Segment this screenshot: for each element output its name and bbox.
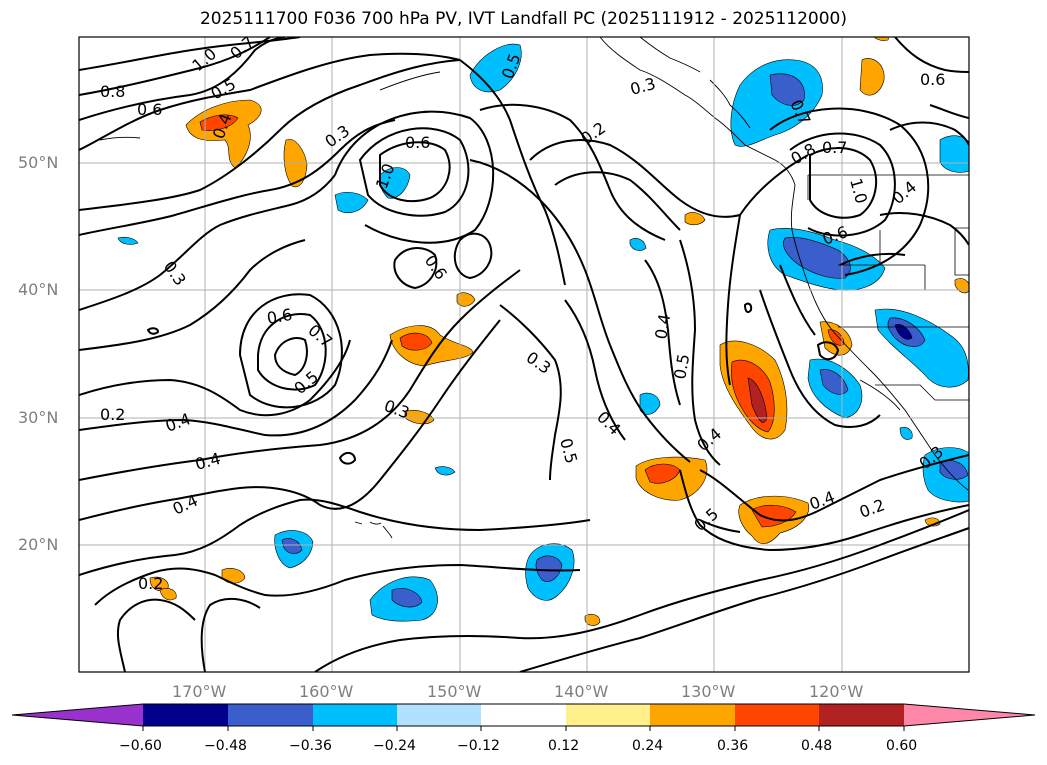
- lon-label-130w: 130°W: [681, 682, 736, 701]
- colorbar: [11, 703, 1036, 731]
- colorbar-segment: [313, 704, 397, 726]
- colorbar-segment: [735, 704, 819, 726]
- contour-label: 0.6: [137, 100, 162, 119]
- negative-ivt-anomalies: [117, 43, 969, 622]
- positive-ivt-anomalies: [149, 37, 969, 626]
- colorbar-segment: [566, 704, 650, 726]
- colorbar-segment: [143, 704, 228, 726]
- colorbar-tick-label: −0.24: [373, 738, 416, 754]
- colorbar-tick-label: 0.24: [632, 738, 664, 754]
- map-frame: [78, 36, 970, 673]
- contour-label: 0.8: [100, 82, 125, 101]
- lat-label-20n: 20°N: [18, 535, 59, 554]
- colorbar-under-extension: [12, 704, 143, 726]
- figure-title: 2025111700 F036 700 hPa PV, IVT Landfall…: [199, 9, 847, 29]
- contour-label: 0.6: [265, 305, 293, 328]
- lon-label-150w: 150°W: [427, 682, 482, 701]
- lat-label-40n: 40°N: [18, 280, 59, 299]
- shaded-ivt-fields: [117, 37, 969, 626]
- colorbar-ticks: [142, 726, 905, 731]
- contour-label: 0.2: [138, 574, 163, 593]
- lat-label-30n: 30°N: [18, 408, 59, 427]
- colorbar-tick-label: 0.60: [886, 738, 918, 754]
- contour-label: 0.4: [651, 312, 674, 340]
- contour-label: 0.7: [822, 138, 847, 157]
- contour-label: 0.2: [100, 405, 125, 424]
- lon-label-120w: 120°W: [809, 682, 864, 701]
- lon-label-170w: 170°W: [172, 682, 227, 701]
- colorbar-tick-label: −0.48: [204, 738, 247, 754]
- colorbar-tick-label: 0.36: [717, 738, 749, 754]
- colorbar-tick-label: −0.12: [457, 738, 500, 754]
- pv-contour-lines: [79, 37, 969, 672]
- colorbar-tick-label: −0.36: [289, 738, 332, 754]
- colorbar-tick-label: −0.60: [119, 738, 162, 754]
- lon-label-140w: 140°W: [554, 682, 609, 701]
- contour-label: 0.5: [670, 352, 693, 380]
- coastlines: [99, 37, 969, 539]
- contour-label: 0.6: [920, 70, 945, 89]
- colorbar-segment: [228, 704, 313, 726]
- colorbar-tick-label: 0.48: [801, 738, 833, 754]
- political-borders: [807, 174, 969, 401]
- colorbar-segment: [819, 704, 904, 726]
- colorbar-segment: [481, 704, 566, 726]
- colorbar-segment: [397, 704, 481, 726]
- lat-label-50n: 50°N: [18, 153, 59, 172]
- lon-label-160w: 160°W: [299, 682, 354, 701]
- colorbar-tick-label: 0.12: [548, 738, 580, 754]
- colorbar-segment: [650, 704, 735, 726]
- colorbar-over-extension: [904, 704, 1035, 726]
- contour-label: 0.6: [405, 133, 430, 152]
